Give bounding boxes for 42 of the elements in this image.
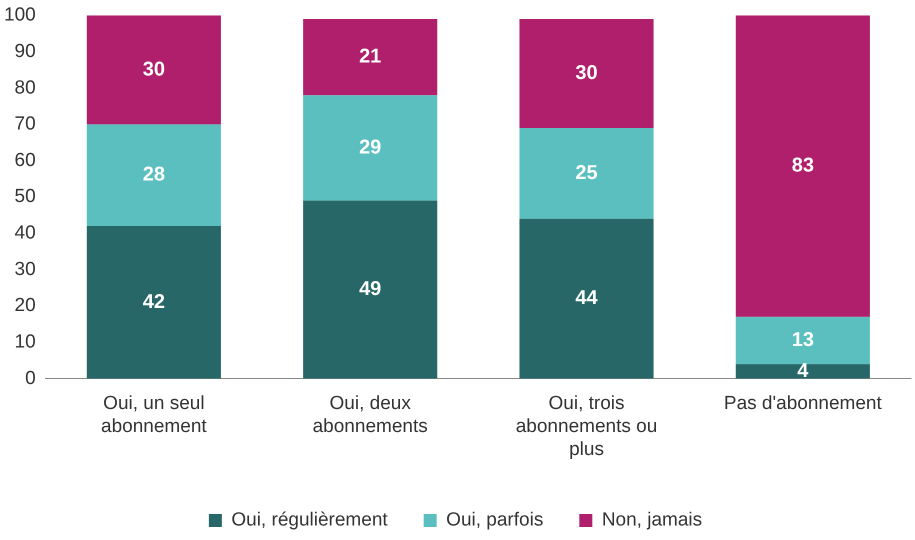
data-label: 21	[359, 46, 382, 68]
data-label: 29	[359, 136, 382, 158]
x-tick-label: Pas d'abonnement	[724, 393, 882, 414]
y-tick-label: 70	[14, 114, 36, 135]
bar	[86, 226, 221, 379]
legend-label: Oui, régulièrement	[231, 510, 388, 531]
data-label: 13	[792, 328, 814, 351]
bar	[303, 200, 438, 379]
y-tick-label: 0	[25, 368, 36, 389]
data-label: 28	[142, 164, 165, 186]
y-tick-label: 40	[14, 222, 36, 244]
x-tick-label: Oui, un seul abonnement	[101, 393, 208, 438]
bar	[303, 95, 438, 201]
y-tick-label: 60	[14, 150, 36, 171]
x-tick-label: Oui, deux abonnements	[312, 393, 428, 438]
bar	[519, 19, 654, 128]
data-label: 49	[359, 278, 382, 300]
y-tick-label: 10	[14, 332, 36, 353]
bar	[736, 364, 870, 379]
legend-label: Non, jamais	[602, 510, 702, 531]
bar	[519, 218, 654, 379]
y-tick-label: 100	[4, 4, 36, 26]
bar	[736, 15, 870, 317]
bar	[736, 316, 870, 364]
data-label: 4	[797, 360, 810, 382]
x-tick-label: Oui, trois abonnements ou plus	[516, 393, 658, 460]
bar	[86, 15, 221, 124]
data-label: 44	[575, 287, 599, 310]
bar	[86, 124, 221, 226]
y-tick-label: 20	[14, 295, 36, 316]
y-tick-label: 30	[14, 258, 36, 280]
bar	[303, 19, 438, 96]
y-tick-label: 80	[14, 77, 36, 98]
data-label: 30	[575, 62, 598, 84]
bar	[519, 128, 654, 219]
legend-label: Oui, parfois	[446, 510, 544, 531]
data-label: 25	[575, 162, 598, 184]
y-tick-label: 90	[14, 40, 36, 62]
data-label: 42	[142, 290, 165, 313]
data-label: 30	[142, 58, 165, 80]
data-label: 83	[792, 154, 814, 177]
y-tick-label: 50	[14, 186, 36, 208]
